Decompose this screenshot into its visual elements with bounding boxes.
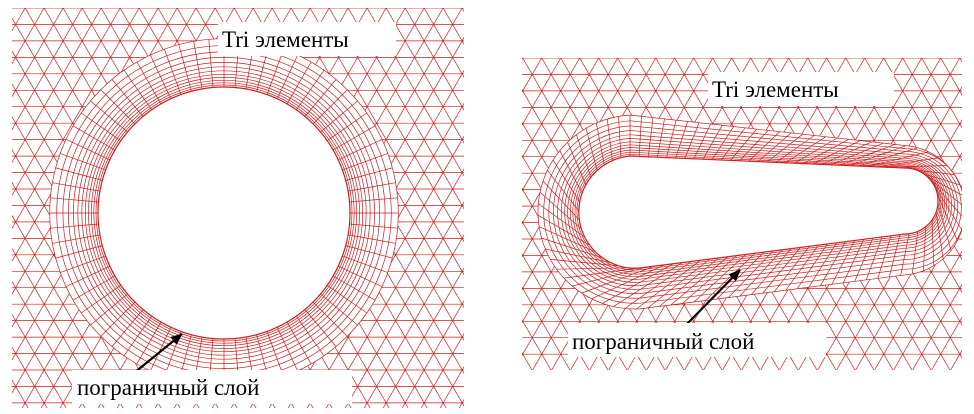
circle-cutout [97, 86, 351, 340]
arrow-boundary-right [685, 269, 741, 326]
panel-airfoil: Tri элементы пограничный слой [522, 58, 962, 370]
boundary-layer-ring [576, 153, 940, 271]
boundary-layer-ring [553, 130, 959, 294]
airfoil-cutout [578, 155, 939, 269]
label-bg-top-right [708, 72, 894, 106]
boundary-layer-ring [548, 125, 962, 299]
boundary-layer-ring [560, 138, 952, 287]
boundary-layer-spokes [49, 38, 399, 388]
arrow-boundary-left [133, 333, 183, 374]
boundary-layer-ring [564, 141, 950, 283]
boundary-layer-ring [557, 134, 955, 290]
label-boundary-layer-right: пограничный слой [572, 329, 754, 354]
label-tri-elements-right: Tri элементы [712, 77, 839, 102]
label-bg-bottom-left [72, 370, 352, 404]
boundary-layer-spokes [537, 115, 962, 310]
label-boundary-layer-left: пограничный слой [77, 375, 259, 400]
label-bg-bottom-right [568, 323, 826, 357]
label-tri-elements-left: Tri элементы [222, 27, 349, 52]
boundary-layer-ring [537, 114, 962, 310]
panel-circle: Tri элементы пограничный слой [12, 8, 464, 408]
boundary-layer-ring [569, 147, 945, 278]
label-bg-top-left [218, 22, 396, 56]
